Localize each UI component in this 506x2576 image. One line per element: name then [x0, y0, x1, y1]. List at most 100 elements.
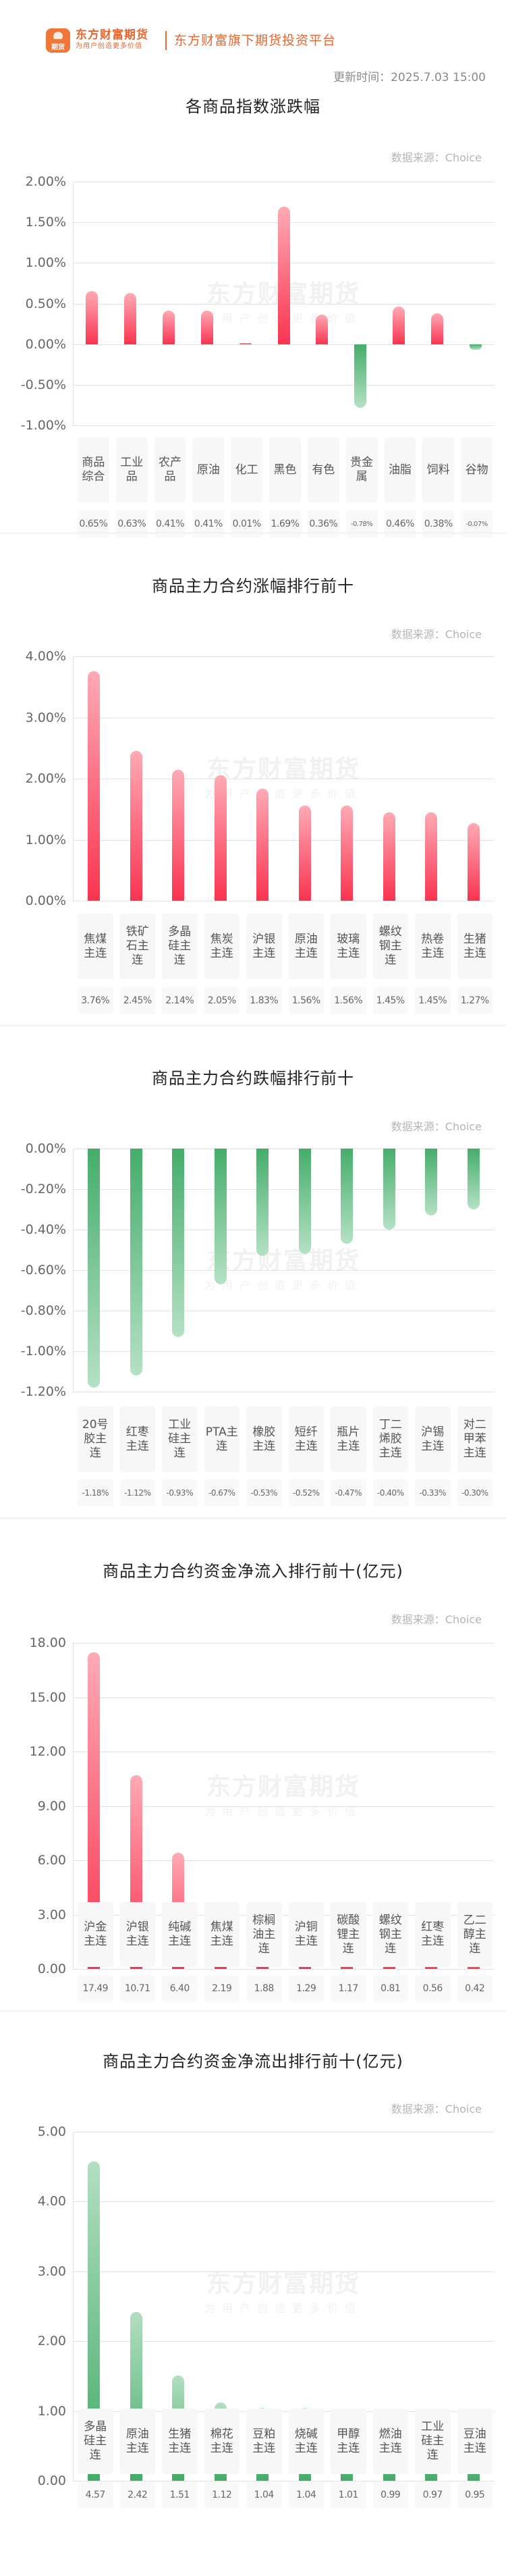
brand-slogan: 为用户创造更多价值 — [76, 43, 142, 50]
value-label: 1.56% — [288, 987, 324, 1014]
plot-area: 4.00% 3.00% 2.00% 1.00% 0.00% — [26, 649, 495, 908]
category-label: 原油 — [192, 438, 225, 502]
y-tick-label: -0.40% — [20, 1222, 66, 1237]
update-time: 更新时间：2025.7.03 15:00 — [333, 71, 486, 84]
category-label: 生猪主连 — [457, 914, 493, 979]
value-label: 1.88 — [246, 1975, 282, 2002]
gridline — [73, 1189, 495, 1190]
data-source-label: 数据来源：Choice — [391, 1120, 482, 1133]
brand-divider — [165, 31, 167, 50]
bar-7 — [354, 344, 367, 408]
category-label: 豆油主连 — [457, 2409, 493, 2474]
category-label: 贵金属 — [345, 438, 378, 502]
gridline — [73, 1806, 495, 1807]
brand-logo-icon: 期货 — [46, 28, 70, 53]
value-label: -0.53% — [246, 1479, 282, 1506]
gridline — [73, 1969, 495, 1970]
category-label: 丁二烯胶主连 — [372, 1407, 408, 1472]
value-label: 6.40 — [162, 1975, 198, 2002]
value-label: 0.95 — [457, 2481, 493, 2508]
gridline — [73, 1351, 495, 1352]
section-divider — [0, 1517, 506, 1519]
value-label: -0.47% — [331, 1479, 366, 1506]
value-label: 17.49 — [78, 1975, 113, 2002]
value-label: 0.99 — [372, 2481, 408, 2508]
gridline — [73, 839, 495, 841]
plot-area: 2.00% 1.50% 1.00% 0.50% 0.00% -0.50% -1.00% — [21, 174, 495, 433]
value-label: -1.18% — [78, 1479, 113, 1506]
category-label: 沪银主连 — [246, 914, 282, 979]
bar-5 — [298, 1149, 311, 1254]
bar-0 — [88, 2161, 101, 2481]
y-tick-label: -1.00% — [20, 418, 66, 433]
gridline — [73, 1270, 495, 1271]
y-tick-label: 12.00 — [29, 1744, 66, 1759]
bar-5 — [298, 805, 311, 901]
value-label: -1.12% — [119, 1479, 155, 1506]
gridline — [73, 2411, 495, 2412]
category-label: 焦炭主连 — [204, 914, 240, 979]
category-label: 焦煤主连 — [78, 914, 113, 979]
category-label: 20号胶主连 — [78, 1407, 113, 1472]
value-label: 1.51 — [162, 2481, 198, 2508]
category-label: 有色 — [307, 438, 339, 502]
value-label: 1.45% — [415, 987, 451, 1014]
y-tick-label: 1.00% — [25, 255, 66, 271]
value-label: -0.67% — [204, 1479, 240, 1506]
y-tick-label: 5.00 — [37, 2124, 66, 2139]
category-label: 碳酸锂主连 — [331, 1902, 366, 1967]
bar-2 — [163, 311, 175, 344]
category-label: 黑色 — [269, 438, 301, 502]
category-label: 烧碱主连 — [288, 2409, 324, 2474]
y-tick-label: 0.00 — [37, 1962, 66, 1976]
bar-3 — [200, 311, 213, 344]
y-tick-label: 6.00 — [37, 1853, 66, 1868]
y-tick-label: 2.00% — [25, 174, 66, 189]
bar-1 — [130, 751, 142, 901]
bar-7 — [383, 1149, 395, 1230]
chart-title: 各商品指数涨跌幅 — [186, 97, 320, 116]
y-tick-label: -1.00% — [20, 1344, 66, 1359]
data-source-label: 数据来源：Choice — [391, 1613, 482, 1626]
category-label: 工业硅主连 — [415, 2409, 451, 2474]
section-divider — [0, 1024, 506, 1026]
gridline — [73, 2271, 495, 2272]
brand-name: 东方财富期货 — [76, 28, 148, 42]
category-label: 燃油主连 — [372, 2409, 408, 2474]
category-label: 豆粕主连 — [246, 2409, 282, 2474]
category-label: 棉花主连 — [204, 2409, 240, 2474]
gridline — [73, 344, 495, 345]
bar-4 — [256, 789, 269, 901]
y-tick-label: 0.00% — [25, 893, 66, 908]
category-label: 纯碱主连 — [162, 1902, 198, 1967]
bar-4 — [256, 1149, 269, 1256]
category-label: 甲醇主连 — [331, 2409, 366, 2474]
category-label: 工业品 — [115, 438, 148, 502]
category-label: 沪金主连 — [78, 1902, 113, 1967]
value-label: 3.76% — [78, 987, 113, 1014]
category-label: 油脂 — [384, 438, 416, 502]
category-label: 生猪主连 — [162, 2409, 198, 2474]
category-label: 乙二醇主连 — [457, 1902, 493, 1967]
y-tick-label: 2.00% — [25, 771, 66, 786]
bar-3 — [214, 775, 227, 901]
gridline — [73, 2341, 495, 2342]
value-label: 2.45% — [119, 987, 155, 1014]
category-label: 沪锡主连 — [415, 1407, 451, 1472]
y-tick-label: 1.00% — [25, 832, 66, 847]
gridline — [73, 1643, 495, 1644]
value-label: 1.04 — [246, 2481, 282, 2508]
chart-title: 商品主力合约资金净流出排行前十(亿元) — [103, 2052, 403, 2071]
y-tick-label: -0.20% — [20, 1182, 66, 1197]
data-source-label: 数据来源：Choice — [391, 628, 482, 641]
bar-6 — [316, 315, 329, 344]
value-label: 4.57 — [78, 2481, 113, 2508]
bar-0 — [86, 291, 99, 344]
y-tick-label: 15.00 — [29, 1689, 66, 1705]
chart-title: 商品主力合约涨幅排行前十 — [152, 577, 354, 596]
category-label: 对二甲苯主连 — [457, 1407, 493, 1472]
bar-6 — [341, 805, 354, 901]
y-tick-label: -1.20% — [20, 1384, 66, 1399]
gridline — [73, 1914, 495, 1916]
plot-area: 0.00% -0.20% -0.40% -0.60% -0.80% -1.00% -1.20… — [21, 1141, 495, 1399]
